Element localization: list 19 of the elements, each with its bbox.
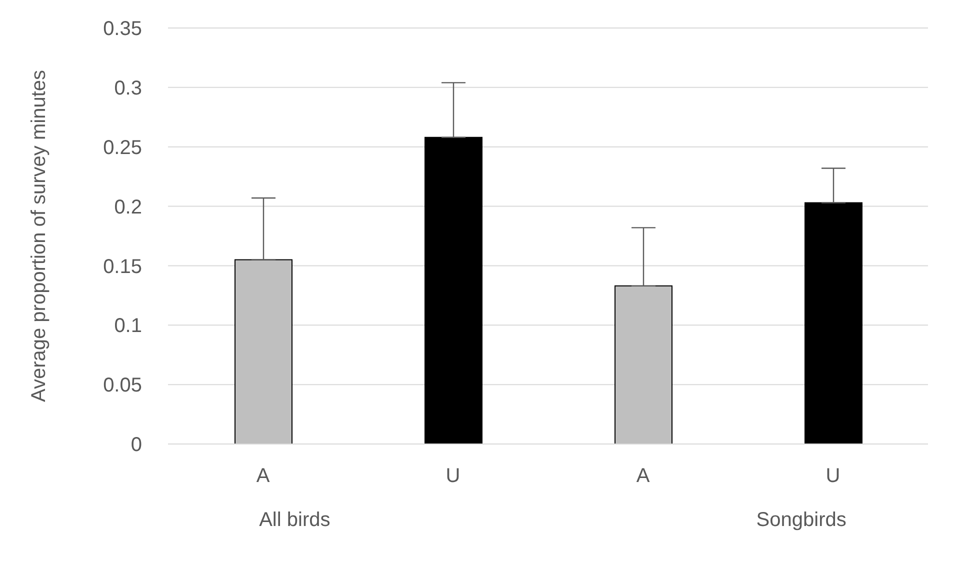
y-tick-label: 0.35 [103, 18, 142, 40]
x-tick-label: U [446, 465, 460, 488]
bar [614, 285, 672, 444]
x-tick-label: A [636, 465, 650, 488]
y-tick-label: 0.3 [114, 78, 142, 100]
text: All birds [259, 509, 330, 532]
bar [424, 136, 482, 444]
y-tick-label: 0 [130, 434, 142, 456]
y-tick-label: 0.15 [103, 256, 142, 278]
x-tick-label: A [256, 465, 270, 488]
y-tick-label: 0.25 [103, 136, 142, 159]
x-tick-label: U [826, 465, 840, 488]
text: Songbirds [756, 509, 846, 532]
y-tick-label: 0.1 [114, 315, 142, 338]
bar [234, 259, 292, 444]
y-tick-label: 0.2 [114, 196, 142, 218]
bar [804, 202, 862, 444]
y-axis-title: Average proportion of survey minutes [28, 70, 50, 402]
y-tick-label: 0.05 [103, 374, 142, 397]
